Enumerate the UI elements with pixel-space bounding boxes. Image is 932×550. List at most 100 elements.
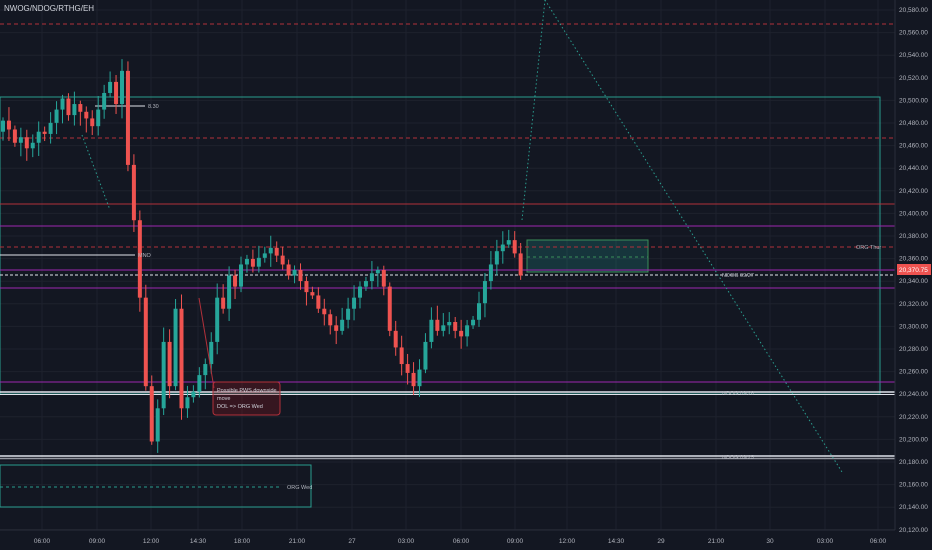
- price-tick-label: 20,360.00: [899, 256, 928, 263]
- zone-rect-org-wed: [0, 464, 312, 508]
- price-tick-label: 20,380.00: [899, 233, 928, 240]
- candle-body: [36, 131, 41, 143]
- candle-body: [405, 364, 410, 373]
- candle-body: [429, 319, 434, 342]
- candle-body: [48, 122, 53, 134]
- label-org-wed: ORG Wed: [287, 485, 312, 491]
- price-tick-label: 20,140.00: [899, 504, 928, 511]
- candle-body: [137, 220, 142, 298]
- price-tick-label: 20,220.00: [899, 414, 928, 421]
- candle-body: [149, 386, 154, 442]
- price-tick-label: 20,580.00: [899, 7, 928, 14]
- candle-body: [447, 322, 452, 326]
- candle-body: [328, 314, 333, 326]
- candle-body: [221, 297, 226, 309]
- time-tick-label: 14:30: [608, 538, 625, 545]
- candle-body: [250, 258, 255, 267]
- time-tick-label: 09:00: [89, 538, 106, 545]
- candle-body: [506, 240, 511, 245]
- price-tick-label: 20,240.00: [899, 391, 928, 398]
- candle-body: [358, 286, 362, 298]
- candle-body: [54, 109, 59, 123]
- candle-body: [268, 247, 273, 254]
- candle-body: [316, 295, 321, 309]
- candle-body: [280, 255, 285, 265]
- callout-text-1: Possible PWS downside: [217, 388, 277, 394]
- candle-body: [477, 303, 481, 320]
- price-tick-label: 20,400.00: [899, 210, 928, 217]
- time-tick-label: 14:30: [190, 538, 207, 545]
- candle-body: [274, 247, 279, 256]
- candle-body: [143, 297, 148, 387]
- candle-body: [471, 319, 476, 326]
- price-tick-label: 20,480.00: [899, 120, 928, 127]
- candle-body: [239, 264, 243, 287]
- candle-body: [244, 258, 249, 265]
- time-tick-label: 03:00: [398, 538, 415, 545]
- candle-body: [125, 70, 130, 165]
- price-tick-label: 20,460.00: [899, 143, 928, 150]
- candle-body: [215, 297, 220, 342]
- candle-body: [393, 330, 398, 348]
- candle-body: [423, 341, 428, 370]
- time-tick-label: 18:00: [234, 538, 251, 545]
- candle-body: [1, 120, 5, 132]
- candle-body: [399, 347, 404, 365]
- candle-body: [90, 118, 95, 127]
- price-tick-label: 20,120.00: [899, 527, 928, 534]
- label-org-thur: ORG Thur: [856, 245, 881, 251]
- candle-body: [42, 131, 47, 134]
- time-tick-label: 12:00: [559, 538, 576, 545]
- price-tick-label: 20,540.00: [899, 52, 928, 59]
- candle-body: [494, 251, 499, 265]
- candle-body: [60, 98, 65, 110]
- candle-body: [310, 292, 315, 296]
- candle-body: [179, 308, 184, 409]
- candle-body: [209, 341, 214, 365]
- candle-body: [191, 391, 196, 398]
- candle-body: [84, 111, 89, 119]
- candle-body: [363, 281, 368, 287]
- candle-body: [72, 104, 77, 116]
- callout-box: [212, 381, 281, 416]
- candle-body: [185, 397, 190, 409]
- candle-body: [114, 81, 119, 105]
- candle-body: [78, 104, 83, 112]
- candle-body: [227, 275, 232, 309]
- callout-pointer: [198, 297, 215, 389]
- dotted-path-1: [81, 134, 111, 211]
- candle-body: [173, 308, 178, 387]
- candle-body: [465, 325, 470, 337]
- price-tick-label: 20,320.00: [899, 301, 928, 308]
- time-tick-label: 06:00: [34, 538, 51, 545]
- symbol-title: NWOG/NDOG/RTHG/EH: [4, 4, 95, 13]
- price-tick-label: 20,160.00: [899, 482, 928, 489]
- candle-body: [298, 270, 303, 282]
- candle-body: [203, 364, 208, 376]
- candle-body: [24, 137, 29, 149]
- candle-body: [417, 369, 422, 387]
- candle-body: [18, 137, 23, 143]
- price-tick-label: 20,560.00: [899, 30, 928, 37]
- label-ndog-3: NDOG 09/25: [722, 455, 754, 461]
- candle-body: [120, 70, 124, 105]
- time-tick-label: 29: [657, 538, 665, 545]
- candle-body: [96, 109, 101, 127]
- price-tick-label: 20,520.00: [899, 75, 928, 82]
- dotted-path-3: [544, 0, 843, 473]
- candle-body: [66, 98, 71, 116]
- candle-body: [102, 92, 107, 110]
- candle-body: [340, 319, 345, 331]
- candle-body: [435, 319, 440, 331]
- candle-body: [161, 341, 166, 409]
- price-tick-label: 20,500.00: [899, 97, 928, 104]
- candle-body: [262, 253, 267, 258]
- time-tick-label: 03:00: [817, 538, 834, 545]
- candle-body: [352, 297, 357, 309]
- candle-body: [375, 270, 380, 274]
- label-ndog-1: NDOG 09/27: [722, 273, 754, 279]
- candle-body: [155, 408, 160, 442]
- price-tick-label: 20,420.00: [899, 188, 928, 195]
- time-tick-label: 27: [348, 538, 356, 545]
